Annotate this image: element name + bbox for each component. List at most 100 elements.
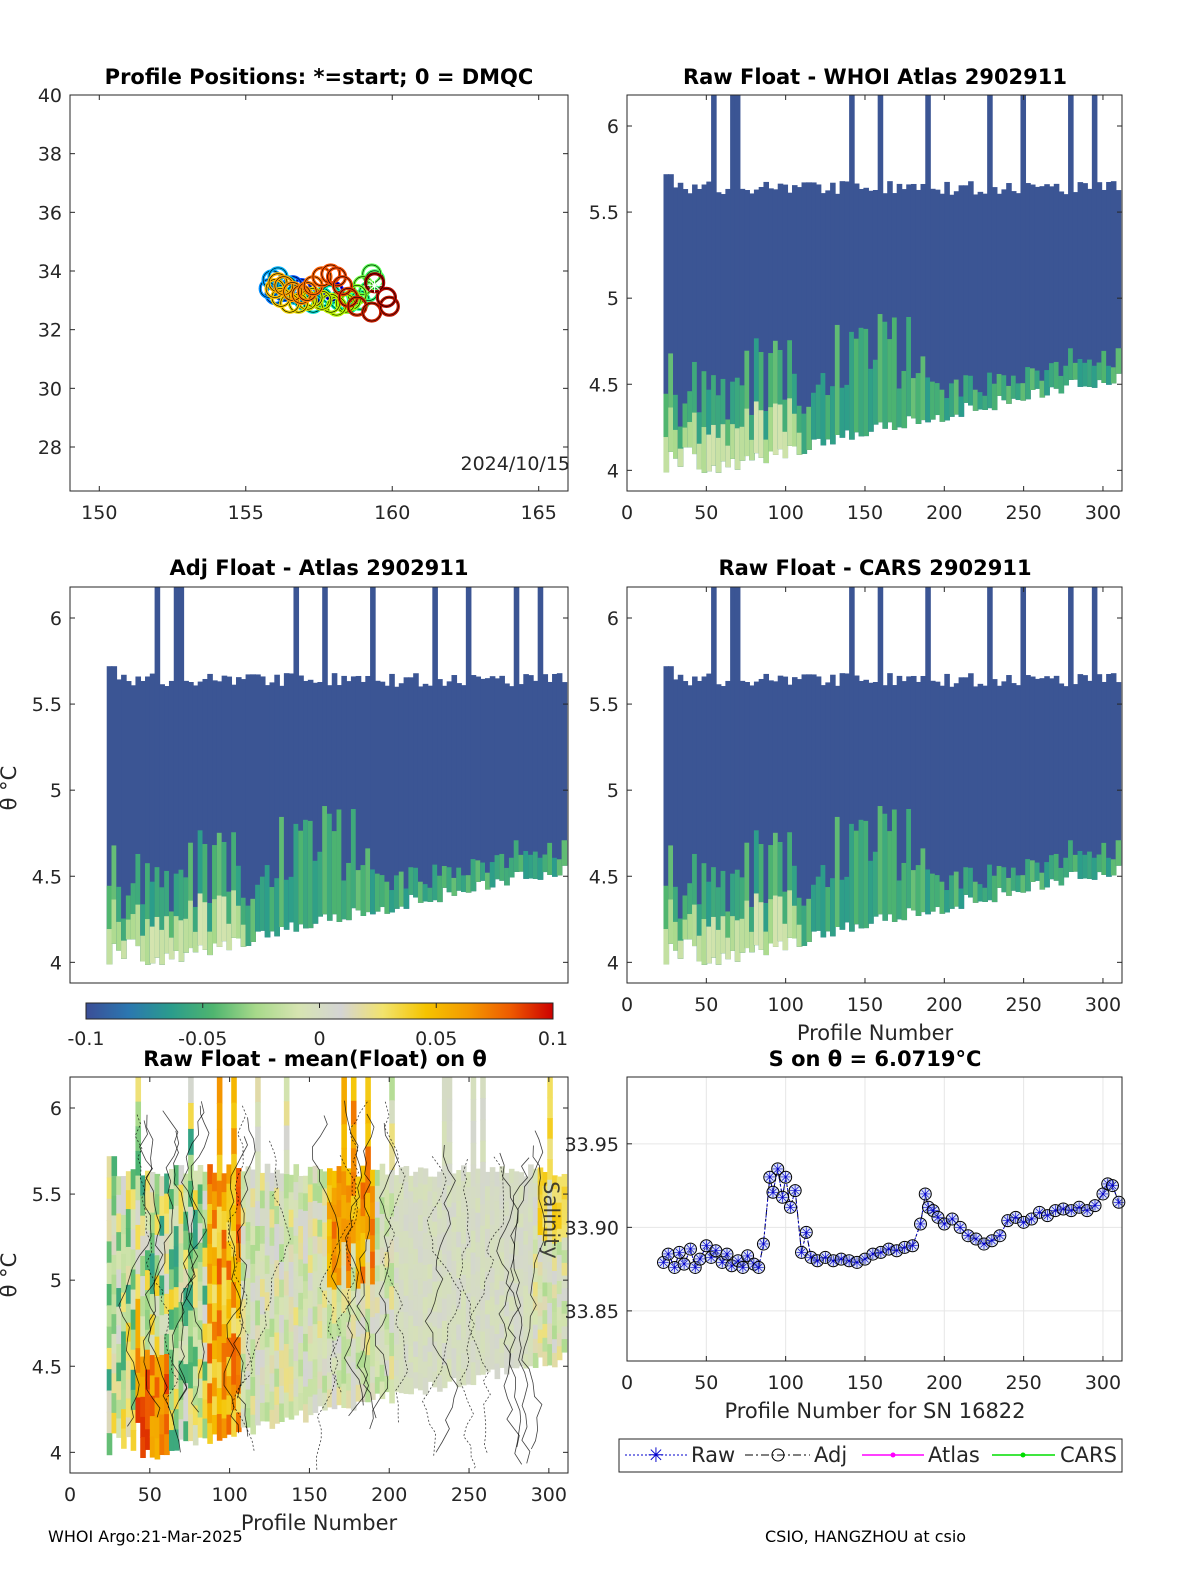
salinity-xlabel: Profile Number for SN 16822 <box>724 1399 1025 1423</box>
field-cell <box>953 683 960 907</box>
field-cell <box>398 1360 405 1378</box>
field-cell <box>111 1412 118 1434</box>
field-cell <box>250 674 256 942</box>
field-cell <box>475 1183 482 1199</box>
field-cell <box>1110 859 1117 876</box>
y-tick-label: 6 <box>50 608 62 630</box>
x-tick-label: 200 <box>926 994 962 1016</box>
field-cell <box>987 864 993 901</box>
field-cell <box>972 389 979 411</box>
field-cell <box>508 1168 515 1184</box>
adj-point <box>683 1242 697 1256</box>
field-cell <box>499 1209 505 1225</box>
field-cell <box>164 1173 170 1195</box>
field-cell <box>259 876 266 931</box>
field-cell <box>197 1165 204 1186</box>
field-cell <box>427 1308 434 1324</box>
field-cell <box>140 1356 146 1378</box>
field-cell <box>687 193 693 448</box>
field-cell <box>346 1202 352 1221</box>
field-cell <box>715 929 722 965</box>
field-cell <box>145 1389 151 1411</box>
field-cell <box>891 317 898 430</box>
field-cell <box>279 1208 285 1228</box>
field-cell <box>264 1365 271 1385</box>
field-cell <box>508 1324 515 1340</box>
field-cell <box>480 1310 486 1333</box>
field-cell <box>532 680 539 879</box>
field-cell <box>326 1219 333 1238</box>
field-cell <box>350 676 357 909</box>
field-cell <box>489 1296 496 1312</box>
raw-point: ✳ <box>883 1242 895 1258</box>
field-cell <box>164 1434 170 1456</box>
field-cell <box>930 188 936 420</box>
field-cell <box>202 902 209 950</box>
field-cell <box>288 1331 295 1350</box>
field-cell <box>863 187 869 437</box>
field-cell <box>212 1265 218 1286</box>
field-cell <box>231 1128 237 1155</box>
field-cell <box>403 1198 410 1216</box>
field-cell <box>485 1200 491 1216</box>
adj-point <box>1040 1209 1054 1223</box>
field-cell <box>518 1172 525 1187</box>
field-cell <box>408 1331 414 1348</box>
field-cell <box>226 1164 233 1185</box>
field-cell <box>312 1394 319 1413</box>
field-cell <box>298 830 304 925</box>
field-cell <box>949 875 955 909</box>
field-cell <box>154 867 161 958</box>
field-cell <box>461 1180 467 1198</box>
x-tick-label: 100 <box>768 994 804 1016</box>
field-cell <box>202 844 209 950</box>
y-tick-label: 4 <box>607 952 619 974</box>
field-cell <box>499 853 505 881</box>
field-cell <box>188 900 194 949</box>
field-cell <box>744 408 750 457</box>
field-cell <box>494 1230 501 1247</box>
field-cell <box>494 1363 501 1380</box>
field-cell <box>1082 854 1088 879</box>
field-cell <box>508 1211 515 1227</box>
field-cell <box>164 1253 170 1275</box>
field-cell <box>192 1405 199 1426</box>
field-cell <box>355 1336 362 1354</box>
field-cell <box>749 906 755 953</box>
field-cell <box>547 1344 553 1366</box>
field-cell <box>331 1340 338 1359</box>
field-cell <box>772 895 779 947</box>
field-cell <box>197 1378 204 1399</box>
field-cell <box>221 1248 228 1269</box>
field-cell <box>394 1190 400 1207</box>
contour-line <box>145 1130 181 1453</box>
field-cell <box>542 1185 549 1201</box>
field-cell <box>288 1261 295 1281</box>
field-cell <box>720 686 727 954</box>
field-cell <box>293 1253 300 1273</box>
adj-point <box>763 1170 777 1184</box>
field-cell <box>192 1366 199 1387</box>
colorbar: -0.1 -0.05 0 0.05 0.1 <box>67 1002 568 1050</box>
field-cell <box>149 1314 156 1336</box>
field-cell <box>106 1284 113 1307</box>
field-cell <box>264 1292 271 1312</box>
raw-point: ✳ <box>1002 1214 1014 1230</box>
field-cell <box>336 1183 343 1201</box>
field-cell <box>528 1322 534 1338</box>
field-cell <box>231 1307 237 1335</box>
adj-point <box>1048 1204 1062 1218</box>
field-cell <box>269 887 276 932</box>
field-cell <box>365 1239 371 1264</box>
field-cell <box>389 1309 395 1334</box>
adj-point <box>1033 1205 1046 1219</box>
field-cell <box>882 193 888 429</box>
field-cell <box>982 395 988 410</box>
field-cell <box>547 842 553 875</box>
field-cell <box>240 1408 247 1428</box>
field-cell <box>269 1172 276 1192</box>
field-cell <box>346 1305 352 1323</box>
field-cell <box>542 674 549 873</box>
field-cell <box>547 681 553 875</box>
field-cell <box>274 1350 280 1370</box>
